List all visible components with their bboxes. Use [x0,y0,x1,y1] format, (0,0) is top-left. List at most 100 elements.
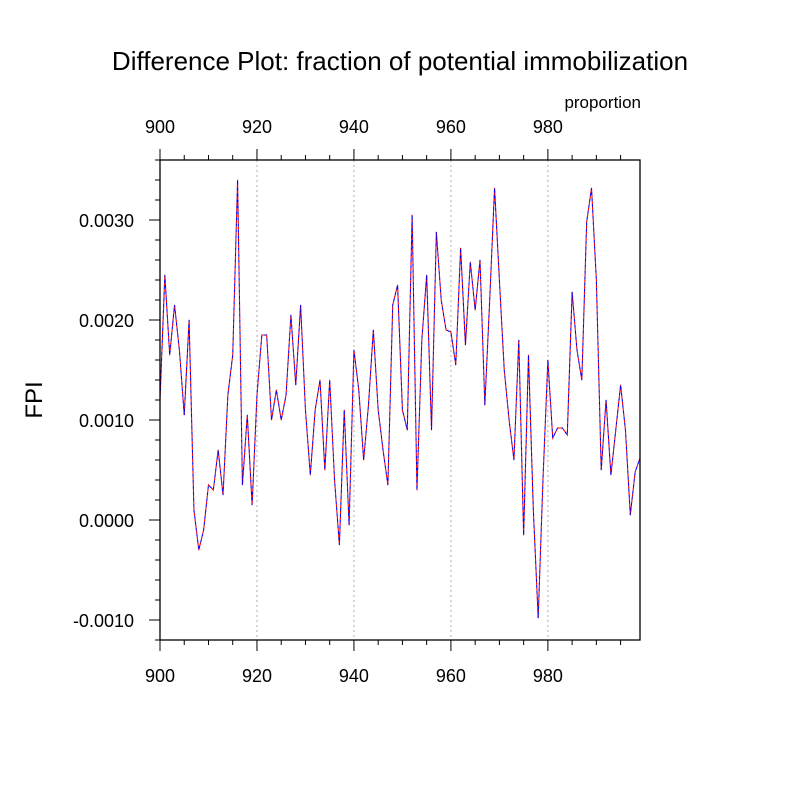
units-label: proportion [564,93,641,112]
data-point [416,489,418,491]
data-point [256,394,258,396]
data-point [237,179,238,181]
data-point [334,479,335,481]
data-point [600,469,602,471]
data-point [455,364,457,366]
data-point [285,394,287,396]
data-point [426,274,428,276]
data-point [547,359,549,361]
data-point [372,329,374,331]
data-point [377,409,379,411]
data-point [382,449,384,451]
data-point [358,389,360,391]
y-tick-label: 0.0010 [79,411,134,431]
data-point [571,291,573,293]
data-point [164,274,166,276]
data-point [586,221,588,223]
axis-ticks: 900 900 920 920 940 940 960 960 980 980 -0.0010 0.0… [73,117,622,686]
data-point [324,469,326,471]
data-point [562,427,563,429]
data-point [484,404,486,406]
y-tick-label: 0.0030 [79,211,134,231]
data-point [203,529,205,531]
data-point [605,399,607,401]
data-point [557,427,558,429]
data-point [300,304,302,306]
data-point [251,504,253,506]
data-point [280,419,282,421]
data-point [421,339,423,341]
x-tick-label-top: 980 [533,117,563,137]
data-point [576,349,578,351]
data-point [188,319,190,321]
plot-series [159,179,641,619]
data-point [261,334,263,336]
data-point [266,334,268,336]
plot-frame [159,159,641,641]
data-point [465,344,466,346]
data-point [518,339,520,341]
data-point [411,214,413,216]
data-point [445,329,447,331]
data-point [246,414,248,416]
data-point [208,484,209,486]
x-tick-label-top: 900 [145,117,175,137]
data-point [232,354,234,356]
data-point [319,379,321,381]
data-point [469,261,471,263]
data-point [353,349,355,351]
data-point [392,304,394,306]
data-point [595,279,597,281]
y-axis-label: FPI [21,381,48,418]
data-point [489,299,491,301]
data-point [615,429,617,431]
data-point [625,429,626,431]
data-point [271,419,272,421]
data-point [431,429,432,431]
y-tick-label: 0.0020 [79,311,134,331]
data-point [305,409,306,411]
data-point [494,187,495,189]
data-point [523,534,525,536]
data-point [634,471,636,473]
data-point [610,474,612,476]
data-point [474,309,476,311]
data-point [498,279,500,281]
data-point [242,484,243,486]
x-tick-label-top: 960 [436,117,466,137]
data-point [460,247,462,249]
data-point [343,409,345,411]
data-point [217,449,219,451]
data-point [620,384,622,386]
data-point [581,379,583,381]
data-point [479,259,481,261]
data-point [435,231,437,233]
data-point [295,384,297,386]
data-point [309,474,311,476]
data-point [363,459,365,461]
data-point [542,477,544,479]
x-tick-label-bottom: 940 [339,666,369,686]
data-point [348,524,350,526]
data-point [513,459,515,461]
data-point [528,354,529,356]
data-point [314,409,316,411]
data-point [174,304,175,306]
data-point [290,314,292,316]
series-line-blue [159,179,641,619]
y-tick-label: 0.0000 [79,511,134,531]
data-point [450,331,452,333]
data-point [508,419,510,421]
data-point [566,434,568,436]
data-point [537,617,539,619]
data-point [503,369,505,371]
data-point [406,429,408,431]
x-tick-label-top: 920 [242,117,272,137]
data-point [193,509,195,511]
data-point [275,389,277,391]
data-point [402,409,403,411]
data-point [329,379,331,381]
data-point [183,414,185,416]
data-point [397,284,398,286]
